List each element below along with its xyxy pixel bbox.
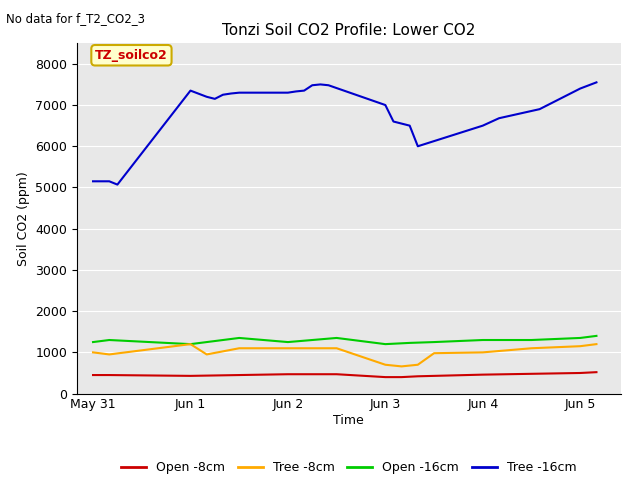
Text: TZ_soilco2: TZ_soilco2	[95, 49, 168, 62]
Legend: Open -8cm, Tree -8cm, Open -16cm, Tree -16cm: Open -8cm, Tree -8cm, Open -16cm, Tree -…	[116, 456, 581, 479]
Text: No data for f_T2_CO2_3: No data for f_T2_CO2_3	[6, 12, 145, 25]
Y-axis label: Soil CO2 (ppm): Soil CO2 (ppm)	[17, 171, 29, 266]
X-axis label: Time: Time	[333, 414, 364, 427]
Title: Tonzi Soil CO2 Profile: Lower CO2: Tonzi Soil CO2 Profile: Lower CO2	[222, 23, 476, 38]
